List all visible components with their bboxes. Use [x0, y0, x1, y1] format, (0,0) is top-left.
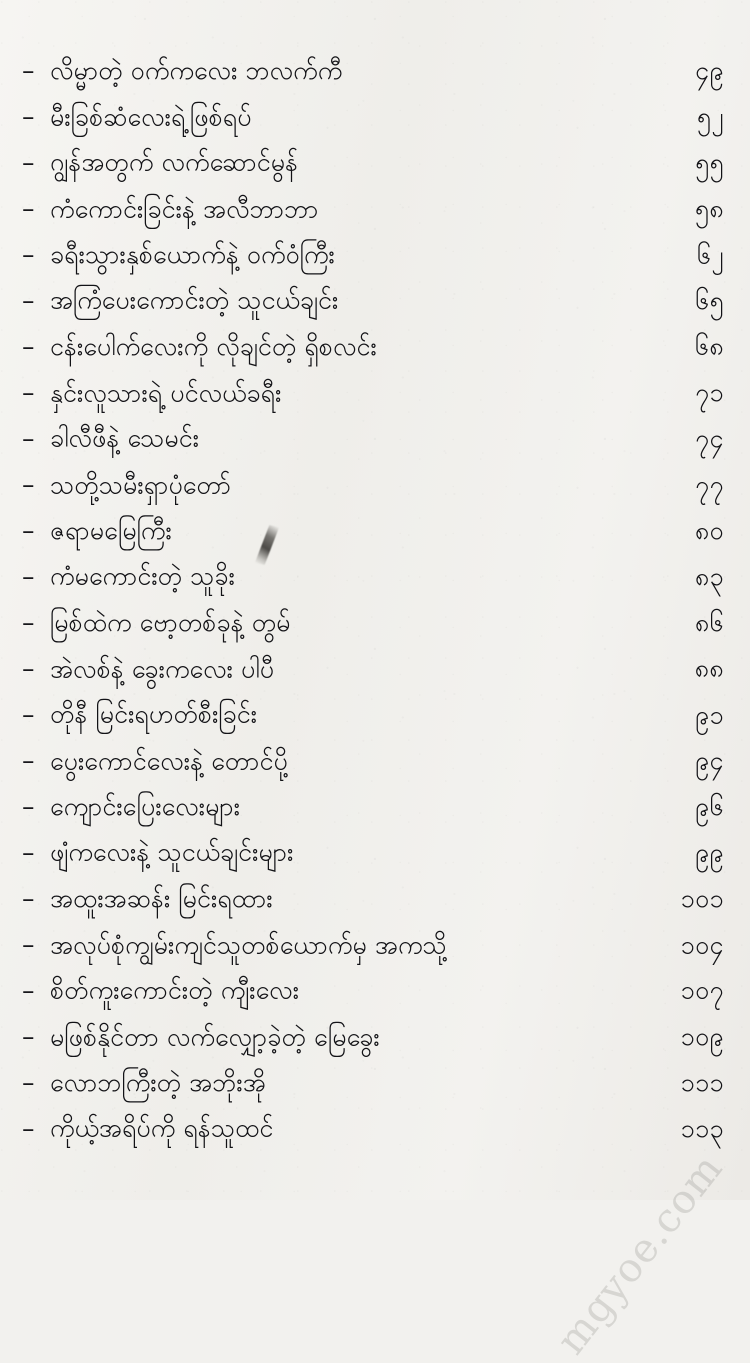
toc-entry-title: မြစ်ထဲက ဗော့တစ်ခုနဲ့ တွမ်	[50, 608, 291, 637]
bullet-dash-icon: –	[22, 56, 35, 85]
bullet-dash-icon: –	[22, 700, 35, 729]
toc-entry-title: ကိုယ့်အရိပ်ကို ရန်သူထင်	[50, 1113, 274, 1143]
toc-entry-page-number: ၈၃	[694, 562, 724, 591]
toc-entry[interactable]: – အထူးအဆန်း မြင်းရထား ၁၀၁	[0, 884, 750, 930]
toc-entry-title: ကံကောင်းခြင်းနဲ့ အလီဘာဘာ	[50, 194, 319, 224]
bullet-dash-icon: –	[22, 884, 35, 913]
toc-entry-title: ခါလီဖီနဲ့ သေမင်း	[50, 423, 200, 453]
toc-entry-page-number: ၉၉	[695, 838, 724, 867]
toc-entry-page-number: ၁၁၃	[680, 1114, 724, 1143]
bullet-dash-icon: –	[22, 792, 35, 821]
toc-entry[interactable]: – မီးခြစ်ဆံလေးရဲ့ဖြစ်ရပ် ၅၂	[0, 102, 750, 148]
toc-entry-title: အဲလစ်နဲ့ ခွေးကလေး ပါပီ	[50, 654, 275, 684]
bullet-dash-icon: –	[22, 378, 35, 407]
toc-entry[interactable]: – ခါလီဖီနဲ့ သေမင်း ၇၄	[0, 424, 750, 470]
toc-entry[interactable]: – မြစ်ထဲက ဗော့တစ်ခုနဲ့ တွမ် ၈၆	[0, 608, 750, 654]
toc-entry-title: ပွေးကောင်လေးနဲ့ တောင်ပို့	[50, 746, 288, 776]
toc-entry[interactable]: – အကြံပေးကောင်းတဲ့ သူငယ်ချင်း ၆၅	[0, 286, 750, 332]
bullet-dash-icon: –	[22, 562, 35, 591]
toc-entry-title: အကြံပေးကောင်းတဲ့ သူငယ်ချင်း	[50, 285, 339, 315]
toc-entry-title: ခရီးသွားနှစ်ယောက်နဲ့ ဝက်ဝံကြီး	[50, 240, 335, 269]
toc-entry[interactable]: – ကျောင်းပြေးလေးများ ၉၆	[0, 792, 750, 838]
toc-entry[interactable]: – လောဘကြီးတဲ့ အဘိုးအို ၁၁၁	[0, 1068, 750, 1114]
bullet-dash-icon: –	[22, 976, 35, 1005]
toc-entry-title: လိမ္မာတဲ့ ဝက်ကလေး ဘလက်ကီ	[50, 56, 343, 85]
toc-entry-page-number: ၈၆	[694, 608, 724, 637]
toc-entry-page-number: ၇၇	[695, 470, 724, 500]
toc-entry-title: စိတ်ကူးကောင်းတဲ့ ကျီးလေး	[50, 975, 300, 1005]
toc-entry-page-number: ၁၀၇	[680, 975, 724, 1005]
bullet-dash-icon: –	[22, 516, 35, 545]
toc-entry-page-number: ၉၁	[695, 700, 724, 730]
bullet-dash-icon: –	[22, 608, 35, 637]
toc-entry-title: မဖြစ်နိုင်တာ လက်လျှော့ခဲ့တဲ့ မြေခွေး	[50, 1022, 380, 1052]
toc-entry[interactable]: – သတို့သမီးရှာပုံတော် ၇၇	[0, 470, 750, 516]
toc-entry-page-number: ၇၄	[695, 424, 724, 453]
toc-entry-page-number: ၈၈	[694, 653, 724, 683]
toc-entry-title: ဂျွန်အတွက် လက်ဆောင်မွန်	[50, 147, 299, 177]
toc-entry[interactable]: – ကံကောင်းခြင်းနဲ့ အလီဘာဘာ ၅၈	[0, 194, 750, 240]
toc-entry-title: အလုပ်စုံကျွမ်းကျင်သူတစ်ယောက်မှ အကသို့	[50, 930, 447, 960]
toc-entry[interactable]: – ငန်းပေါက်လေးကို လိုချင်တဲ့ ရှိစလင်း ၆၈	[0, 332, 750, 378]
toc-entry-title: မီးခြစ်ဆံလေးရဲ့ဖြစ်ရပ်	[50, 102, 252, 132]
toc-entry-title: သတို့သမီးရှာပုံတော်	[50, 470, 232, 500]
bullet-dash-icon: –	[22, 746, 35, 775]
toc-entry-page-number: ၁၁၁	[680, 1068, 724, 1097]
toc-entry-title: ဖျံကလေးနဲ့ သူငယ်ချင်းများ	[50, 837, 294, 867]
toc-entry-page-number: ၇၁	[695, 378, 724, 407]
toc-entry[interactable]: – တိုနီ မြင်းရဟတ်စီးခြင်း ၉၁	[0, 700, 750, 746]
toc-entry-page-number: ၁၀၁	[680, 884, 724, 913]
bullet-dash-icon: –	[22, 1068, 35, 1097]
toc-entry-page-number: ၅၈	[694, 194, 724, 223]
bullet-dash-icon: –	[22, 930, 35, 959]
bullet-dash-icon: –	[22, 654, 35, 683]
bullet-dash-icon: –	[22, 194, 35, 223]
scanned-page-background	[0, 0, 750, 1200]
bullet-dash-icon: –	[22, 148, 35, 177]
toc-entry-title: အထူးအဆန်း မြင်းရထား	[50, 884, 273, 913]
toc-entry-title: လောဘကြီးတဲ့ အဘိုးအို	[50, 1068, 266, 1097]
toc-entry-title: ကံမကောင်းတဲ့ သူခိုး	[50, 561, 235, 591]
toc-entry[interactable]: – ခရီးသွားနှစ်ယောက်နဲ့ ဝက်ဝံကြီး ၆၂	[0, 240, 750, 286]
toc-entry-page-number: ၉၆	[695, 792, 724, 821]
bullet-dash-icon: –	[22, 102, 35, 131]
toc-entry[interactable]: – ကိုယ့်အရိပ်ကို ရန်သူထင် ၁၁၃	[0, 1114, 750, 1160]
toc-entry[interactable]: – နှင်းလူသားရဲ့ ပင်လယ်ခရီး ၇၁	[0, 378, 750, 424]
bullet-dash-icon: –	[22, 838, 35, 867]
toc-entry-page-number: ၉၄	[695, 746, 724, 775]
bullet-dash-icon: –	[22, 424, 35, 453]
toc-entry-page-number: ၆၅	[695, 286, 724, 315]
toc-entry[interactable]: – ဇရာမမြေကြီး ၈၀	[0, 516, 750, 562]
bullet-dash-icon: –	[22, 286, 35, 315]
toc-entry-page-number: ၁၀၄	[680, 930, 724, 960]
toc-entry[interactable]: – စိတ်ကူးကောင်းတဲ့ ကျီးလေး ၁၀၇	[0, 976, 750, 1022]
toc-entry[interactable]: – အဲလစ်နဲ့ ခွေးကလေး ပါပီ ၈၈	[0, 654, 750, 700]
bullet-dash-icon: –	[22, 470, 35, 499]
bullet-dash-icon: –	[22, 240, 35, 269]
toc-entry-title: ငန်းပေါက်လေးကို လိုချင်တဲ့ ရှိစလင်း	[50, 332, 377, 361]
toc-entry-page-number: ၆၈	[694, 331, 724, 361]
toc-entry[interactable]: – လိမ္မာတဲ့ ဝက်ကလေး ဘလက်ကီ ၄၉	[0, 56, 750, 102]
toc-entry-title: နှင်းလူသားရဲ့ ပင်လယ်ခရီး	[50, 378, 282, 408]
toc-entry-page-number: ၈၀	[694, 516, 724, 545]
toc-entry-page-number: ၆၂	[696, 240, 724, 270]
toc-entry[interactable]: – အလုပ်စုံကျွမ်းကျင်သူတစ်ယောက်မှ အကသို့ ၁၀…	[0, 930, 750, 976]
toc-entry-title: ကျောင်းပြေးလေးများ	[50, 792, 241, 821]
toc-entry-page-number: ၅၂	[696, 102, 724, 131]
toc-entry[interactable]: – ကံမကောင်းတဲ့ သူခိုး ၈၃	[0, 562, 750, 608]
bullet-dash-icon: –	[22, 1114, 35, 1143]
toc-entry[interactable]: – ပွေးကောင်လေးနဲ့ တောင်ပို့ ၉၄	[0, 746, 750, 792]
toc-entry-page-number: ၅၅	[695, 148, 724, 177]
toc-entry[interactable]: – မဖြစ်နိုင်တာ လက်လျှော့ခဲ့တဲ့ မြေခွေး ၁၀၉	[0, 1022, 750, 1068]
toc-entry[interactable]: – ဖျံကလေးနဲ့ သူငယ်ချင်းများ ၉၉	[0, 838, 750, 884]
toc-entry-page-number: ၁၀၉	[680, 1022, 724, 1051]
toc-entry-title: တိုနီ မြင်းရဟတ်စီးခြင်း	[50, 699, 258, 729]
toc-entry[interactable]: – ဂျွန်အတွက် လက်ဆောင်မွန် ၅၅	[0, 148, 750, 194]
toc-entry-title: ဇရာမမြေကြီး	[50, 516, 172, 545]
table-of-contents-list: – လိမ္မာတဲ့ ဝက်ကလေး ဘလက်ကီ ၄၉– မီးခြစ်ဆံလေး…	[0, 56, 750, 1160]
bullet-dash-icon: –	[22, 332, 35, 361]
bullet-dash-icon: –	[22, 1022, 35, 1051]
toc-entry-page-number: ၄၉	[695, 56, 724, 85]
